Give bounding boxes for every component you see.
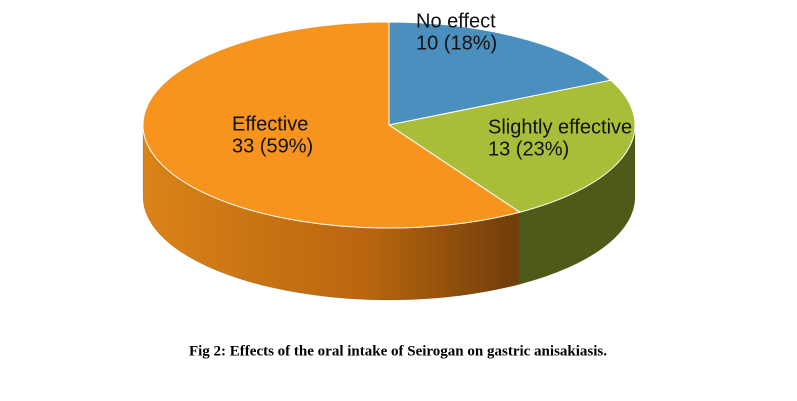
pie-slice [388,21,612,126]
slice-label-value: 10 (18%) [416,32,497,54]
slice-label-value: 13 (23%) [488,138,569,160]
slice-label-name: Slightly effective [488,116,632,138]
pie-slice [142,21,522,229]
slice-label-name: No effect [416,10,496,32]
slice-label-name: Effective [232,113,308,135]
pie-slice [387,79,636,213]
slice-label-value: 33 (59%) [232,135,313,157]
chart-caption: Fig 2: Effects of the oral intake of Sei… [189,343,607,359]
